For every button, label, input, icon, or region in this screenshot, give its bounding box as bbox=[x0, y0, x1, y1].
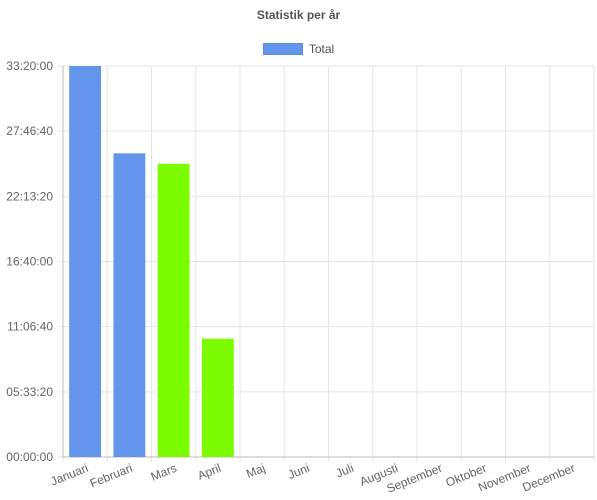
legend[interactable]: Total bbox=[0, 42, 597, 56]
y-tick-label: 16:40:00 bbox=[6, 255, 53, 269]
y-tick-label: 33:20:00 bbox=[6, 59, 53, 73]
x-tick-label: Juli bbox=[334, 461, 356, 481]
bar-mars bbox=[157, 163, 190, 457]
legend-label: Total bbox=[308, 42, 335, 56]
bar-februari bbox=[113, 153, 146, 457]
x-tick-label: Januari bbox=[49, 461, 91, 489]
bar-januari bbox=[69, 66, 102, 457]
x-tick-label: Juni bbox=[286, 461, 312, 482]
x-tick-label: April bbox=[195, 461, 223, 483]
y-tick-label: 11:06:40 bbox=[7, 320, 53, 334]
x-tick-label: Mars bbox=[149, 461, 179, 484]
x-tick-label: Februari bbox=[88, 461, 135, 491]
legend-swatch bbox=[262, 43, 303, 55]
y-tick-label: 05:33:20 bbox=[6, 385, 53, 399]
chart-title: Statistik per år bbox=[256, 8, 341, 22]
y-tick-label: 22:13:20 bbox=[6, 189, 53, 203]
y-tick-label: 00:00:00 bbox=[6, 450, 53, 464]
x-tick-label: Maj bbox=[244, 461, 267, 481]
bar-april bbox=[201, 338, 234, 457]
y-tick-label: 27:46:40 bbox=[6, 124, 53, 138]
